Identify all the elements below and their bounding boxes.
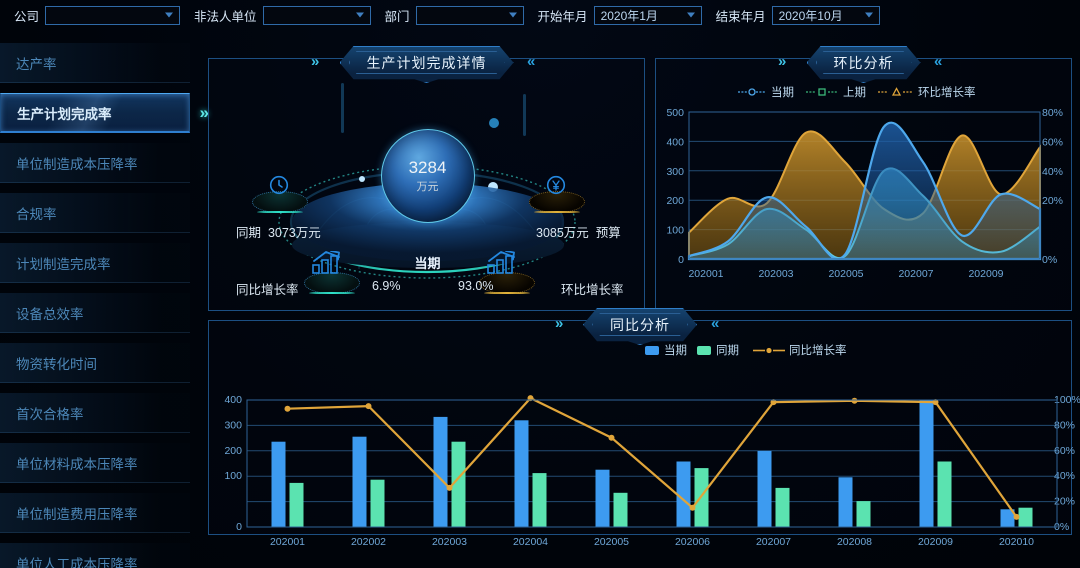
svg-text:100: 100 — [224, 470, 242, 482]
svg-text:60%: 60% — [1042, 136, 1063, 148]
svg-text:40%: 40% — [1042, 166, 1063, 178]
svg-text:202003: 202003 — [758, 268, 793, 280]
svg-text:100: 100 — [666, 225, 684, 237]
svg-text:202006: 202006 — [675, 536, 710, 548]
svg-text:0: 0 — [678, 254, 684, 266]
svg-text:202001: 202001 — [688, 268, 723, 280]
svg-text:202007: 202007 — [898, 268, 933, 280]
svg-text:202003: 202003 — [432, 536, 467, 548]
svg-text:202009: 202009 — [918, 536, 953, 548]
svg-text:200: 200 — [224, 445, 242, 457]
svg-text:202009: 202009 — [968, 268, 1003, 280]
svg-text:200: 200 — [666, 195, 684, 207]
svg-text:202001: 202001 — [270, 536, 305, 548]
svg-text:202010: 202010 — [999, 536, 1034, 548]
svg-text:202008: 202008 — [837, 536, 872, 548]
svg-text:202005: 202005 — [594, 536, 629, 548]
svg-text:202007: 202007 — [756, 536, 791, 548]
svg-text:300: 300 — [666, 166, 684, 178]
svg-text:400: 400 — [666, 136, 684, 148]
svg-text:300: 300 — [224, 419, 242, 431]
svg-text:0%: 0% — [1042, 254, 1057, 266]
svg-text:400: 400 — [224, 394, 242, 406]
svg-text:100%: 100% — [1054, 394, 1080, 406]
svg-text:上期: 上期 — [843, 86, 866, 99]
svg-text:环比增长率: 环比增长率 — [918, 85, 976, 99]
svg-text:当期: 当期 — [771, 85, 794, 99]
svg-text:500: 500 — [666, 107, 684, 119]
svg-text:202002: 202002 — [351, 536, 386, 548]
svg-text:202004: 202004 — [513, 536, 548, 548]
svg-text:0: 0 — [236, 521, 242, 533]
svg-text:80%: 80% — [1042, 107, 1063, 119]
svg-text:202005: 202005 — [828, 268, 863, 280]
svg-text:20%: 20% — [1042, 195, 1063, 207]
